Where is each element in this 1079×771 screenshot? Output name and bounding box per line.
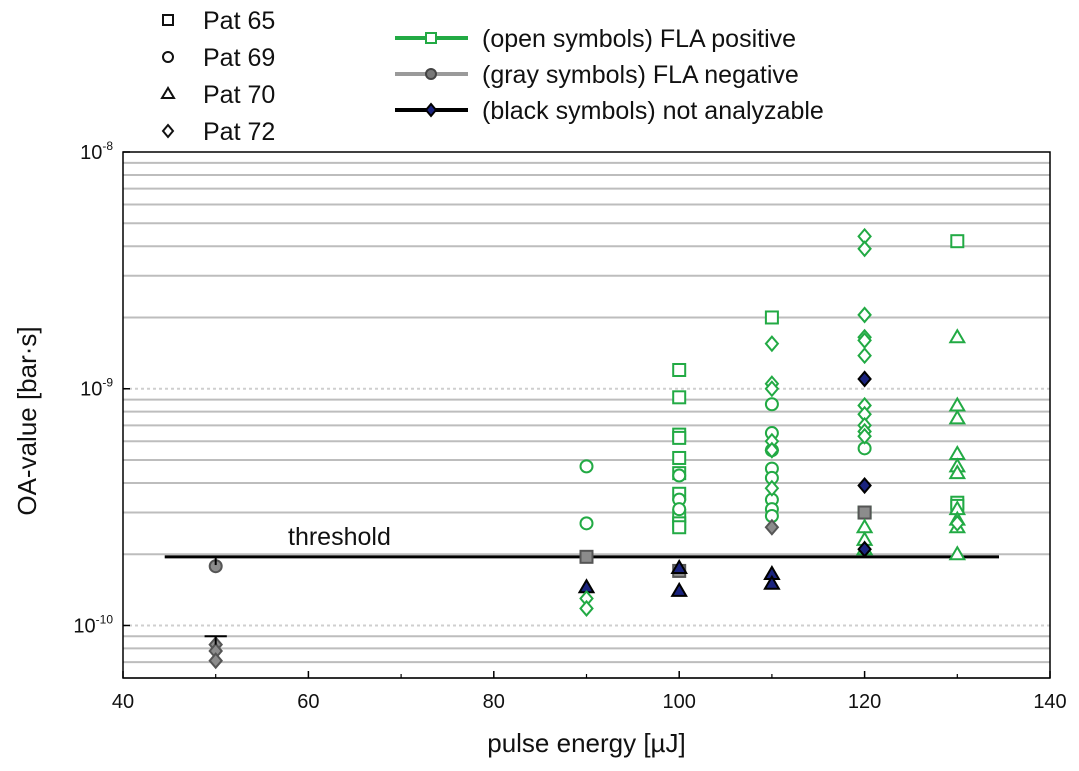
y-tick-label: 10-8 (80, 139, 113, 164)
legend-marker-square (425, 32, 437, 44)
legend-label-status: (gray symbols) FLA negative (482, 61, 799, 89)
data-point-square-positive (672, 430, 687, 445)
data-point-triangle-positive (948, 545, 967, 561)
data-point-circle-positive (579, 459, 594, 474)
status-legend: (open symbols) FLA positive (gray symbols… (395, 25, 824, 125)
data-point-square-positive (764, 310, 779, 325)
data-point-triangle-not-analyzable (670, 558, 688, 574)
data-point-diamond-positive (857, 427, 872, 445)
y-axis: 10-10 10-9 10-8 (73, 139, 130, 637)
data-points (204, 227, 967, 670)
legend-marker-diamond (161, 123, 175, 139)
data-point-circle-positive (764, 397, 779, 412)
legend-label-patient: Pat 65 (203, 7, 275, 35)
data-point-square-negative (857, 505, 872, 520)
legend-marker-square (162, 14, 174, 26)
data-point-square-positive (672, 390, 687, 405)
data-point-square-positive (950, 234, 965, 249)
data-point-circle-positive (672, 468, 687, 483)
data-point-diamond-positive (764, 335, 780, 353)
threshold-label: threshold (288, 523, 391, 551)
data-point-triangle-positive (948, 409, 967, 425)
data-point-diamond-positive (764, 441, 780, 459)
x-tick-label: 100 (663, 691, 696, 713)
legend-marker-circle (162, 51, 174, 63)
data-point-circle-positive (672, 502, 687, 517)
legend-label-status: (black symbols) not analyzable (482, 97, 824, 125)
y-tick-label: 10-10 (73, 612, 113, 637)
x-tick-label: 80 (483, 691, 505, 713)
x-tick-label: 140 (1033, 691, 1066, 713)
data-point-diamond-not-analyzable (857, 477, 872, 495)
x-axis: 40 60 80 100 120 140 (112, 671, 1067, 713)
data-point-triangle-positive (948, 328, 967, 344)
data-point-diamond-positive (857, 306, 872, 324)
data-point-square-positive (672, 520, 687, 535)
data-point-diamond-positive (857, 240, 872, 258)
legend-label-patient: Pat 72 (203, 118, 275, 146)
data-point-diamond-positive (579, 599, 594, 617)
data-point-circle-positive (579, 516, 594, 531)
data-point-triangle-not-analyzable (763, 574, 781, 590)
x-tick-label: 60 (297, 691, 319, 713)
data-point-triangle-positive (948, 445, 967, 461)
legend-label-patient: Pat 69 (203, 44, 275, 72)
legend-marker-diamond (424, 102, 438, 118)
data-point-diamond-not-analyzable (857, 540, 872, 558)
y-tick-label: 10-9 (80, 376, 113, 401)
data-point-square-negative (579, 549, 594, 564)
legend-label-patient: Pat 70 (203, 81, 275, 109)
legend-label-status: (open symbols) FLA positive (482, 25, 796, 53)
patient-legend: Pat 65 Pat 69 Pat 70 Pat 72 (160, 7, 275, 146)
grid-lines (123, 161, 1050, 679)
x-tick-label: 40 (112, 691, 134, 713)
data-point-triangle-not-analyzable (670, 581, 688, 597)
data-point-diamond-not-analyzable (857, 370, 872, 388)
data-point-square-positive (672, 450, 687, 465)
data-point-triangle-positive (855, 518, 874, 534)
data-point-diamond-positive (764, 479, 780, 497)
data-point-diamond-positive (949, 514, 965, 532)
data-point-diamond-negative (208, 652, 224, 670)
legend-marker-triangle (160, 86, 176, 99)
data-point-diamond-positive (764, 380, 780, 398)
data-point-diamond-positive (857, 347, 872, 365)
x-tick-label: 120 (848, 691, 881, 713)
data-point-triangle-positive (948, 464, 967, 480)
x-axis-label: pulse energy [µJ] (487, 728, 686, 758)
data-point-square-positive (672, 362, 687, 377)
y-axis-label: OA-value [bar·s] (12, 326, 42, 515)
data-point-diamond-negative (764, 518, 780, 536)
legend-marker-circle (425, 68, 437, 80)
